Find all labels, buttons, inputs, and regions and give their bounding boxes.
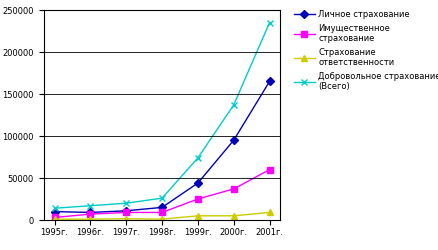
Legend: Личное страхование, Имущественное
страхование, Страхование
ответственности, Добр: Личное страхование, Имущественное страхо… xyxy=(294,10,438,91)
